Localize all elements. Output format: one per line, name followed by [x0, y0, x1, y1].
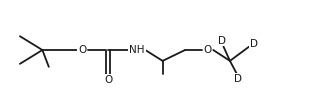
Text: D: D — [218, 36, 226, 46]
Text: O: O — [104, 75, 112, 85]
Text: D: D — [250, 39, 258, 49]
Text: NH: NH — [129, 45, 145, 55]
Text: O: O — [78, 45, 87, 55]
Text: O: O — [204, 45, 212, 55]
Text: D: D — [234, 74, 242, 84]
